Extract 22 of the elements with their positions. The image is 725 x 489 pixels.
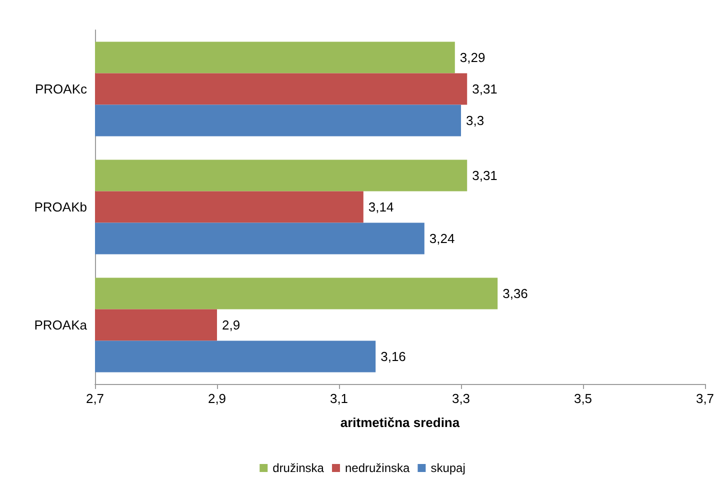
data-label: 3,3 bbox=[466, 112, 484, 128]
x-tick-label: 3,7 bbox=[696, 391, 714, 406]
y-tick-label: PROAKb bbox=[34, 200, 87, 214]
legend-label: družinska bbox=[272, 461, 324, 475]
y-tick-label: PROAKc bbox=[34, 82, 88, 96]
data-label: 3,31 bbox=[472, 168, 498, 184]
x-tick-label: 3,3 bbox=[452, 391, 470, 406]
x-tick-label: 3,5 bbox=[574, 391, 592, 406]
legend-label: skupaj bbox=[430, 461, 466, 475]
data-label: 3,24 bbox=[429, 230, 455, 246]
x-tick-label: 2,7 bbox=[86, 391, 104, 406]
x-axis-title: aritmetična sredina bbox=[340, 415, 460, 430]
data-label: 2,9 bbox=[222, 318, 240, 332]
data-label: 3,36 bbox=[502, 286, 528, 302]
legend-label: nedružinska bbox=[344, 461, 410, 475]
y-tick-label: PROAKa bbox=[34, 318, 88, 332]
x-tick-label: 3,1 bbox=[330, 391, 348, 406]
x-tick-label: 2,9 bbox=[208, 391, 226, 406]
data-label: 3,16 bbox=[380, 348, 406, 364]
data-label: 3,29 bbox=[460, 50, 486, 66]
data-label: 3,14 bbox=[368, 200, 394, 214]
data-label: 3,31 bbox=[472, 82, 498, 96]
